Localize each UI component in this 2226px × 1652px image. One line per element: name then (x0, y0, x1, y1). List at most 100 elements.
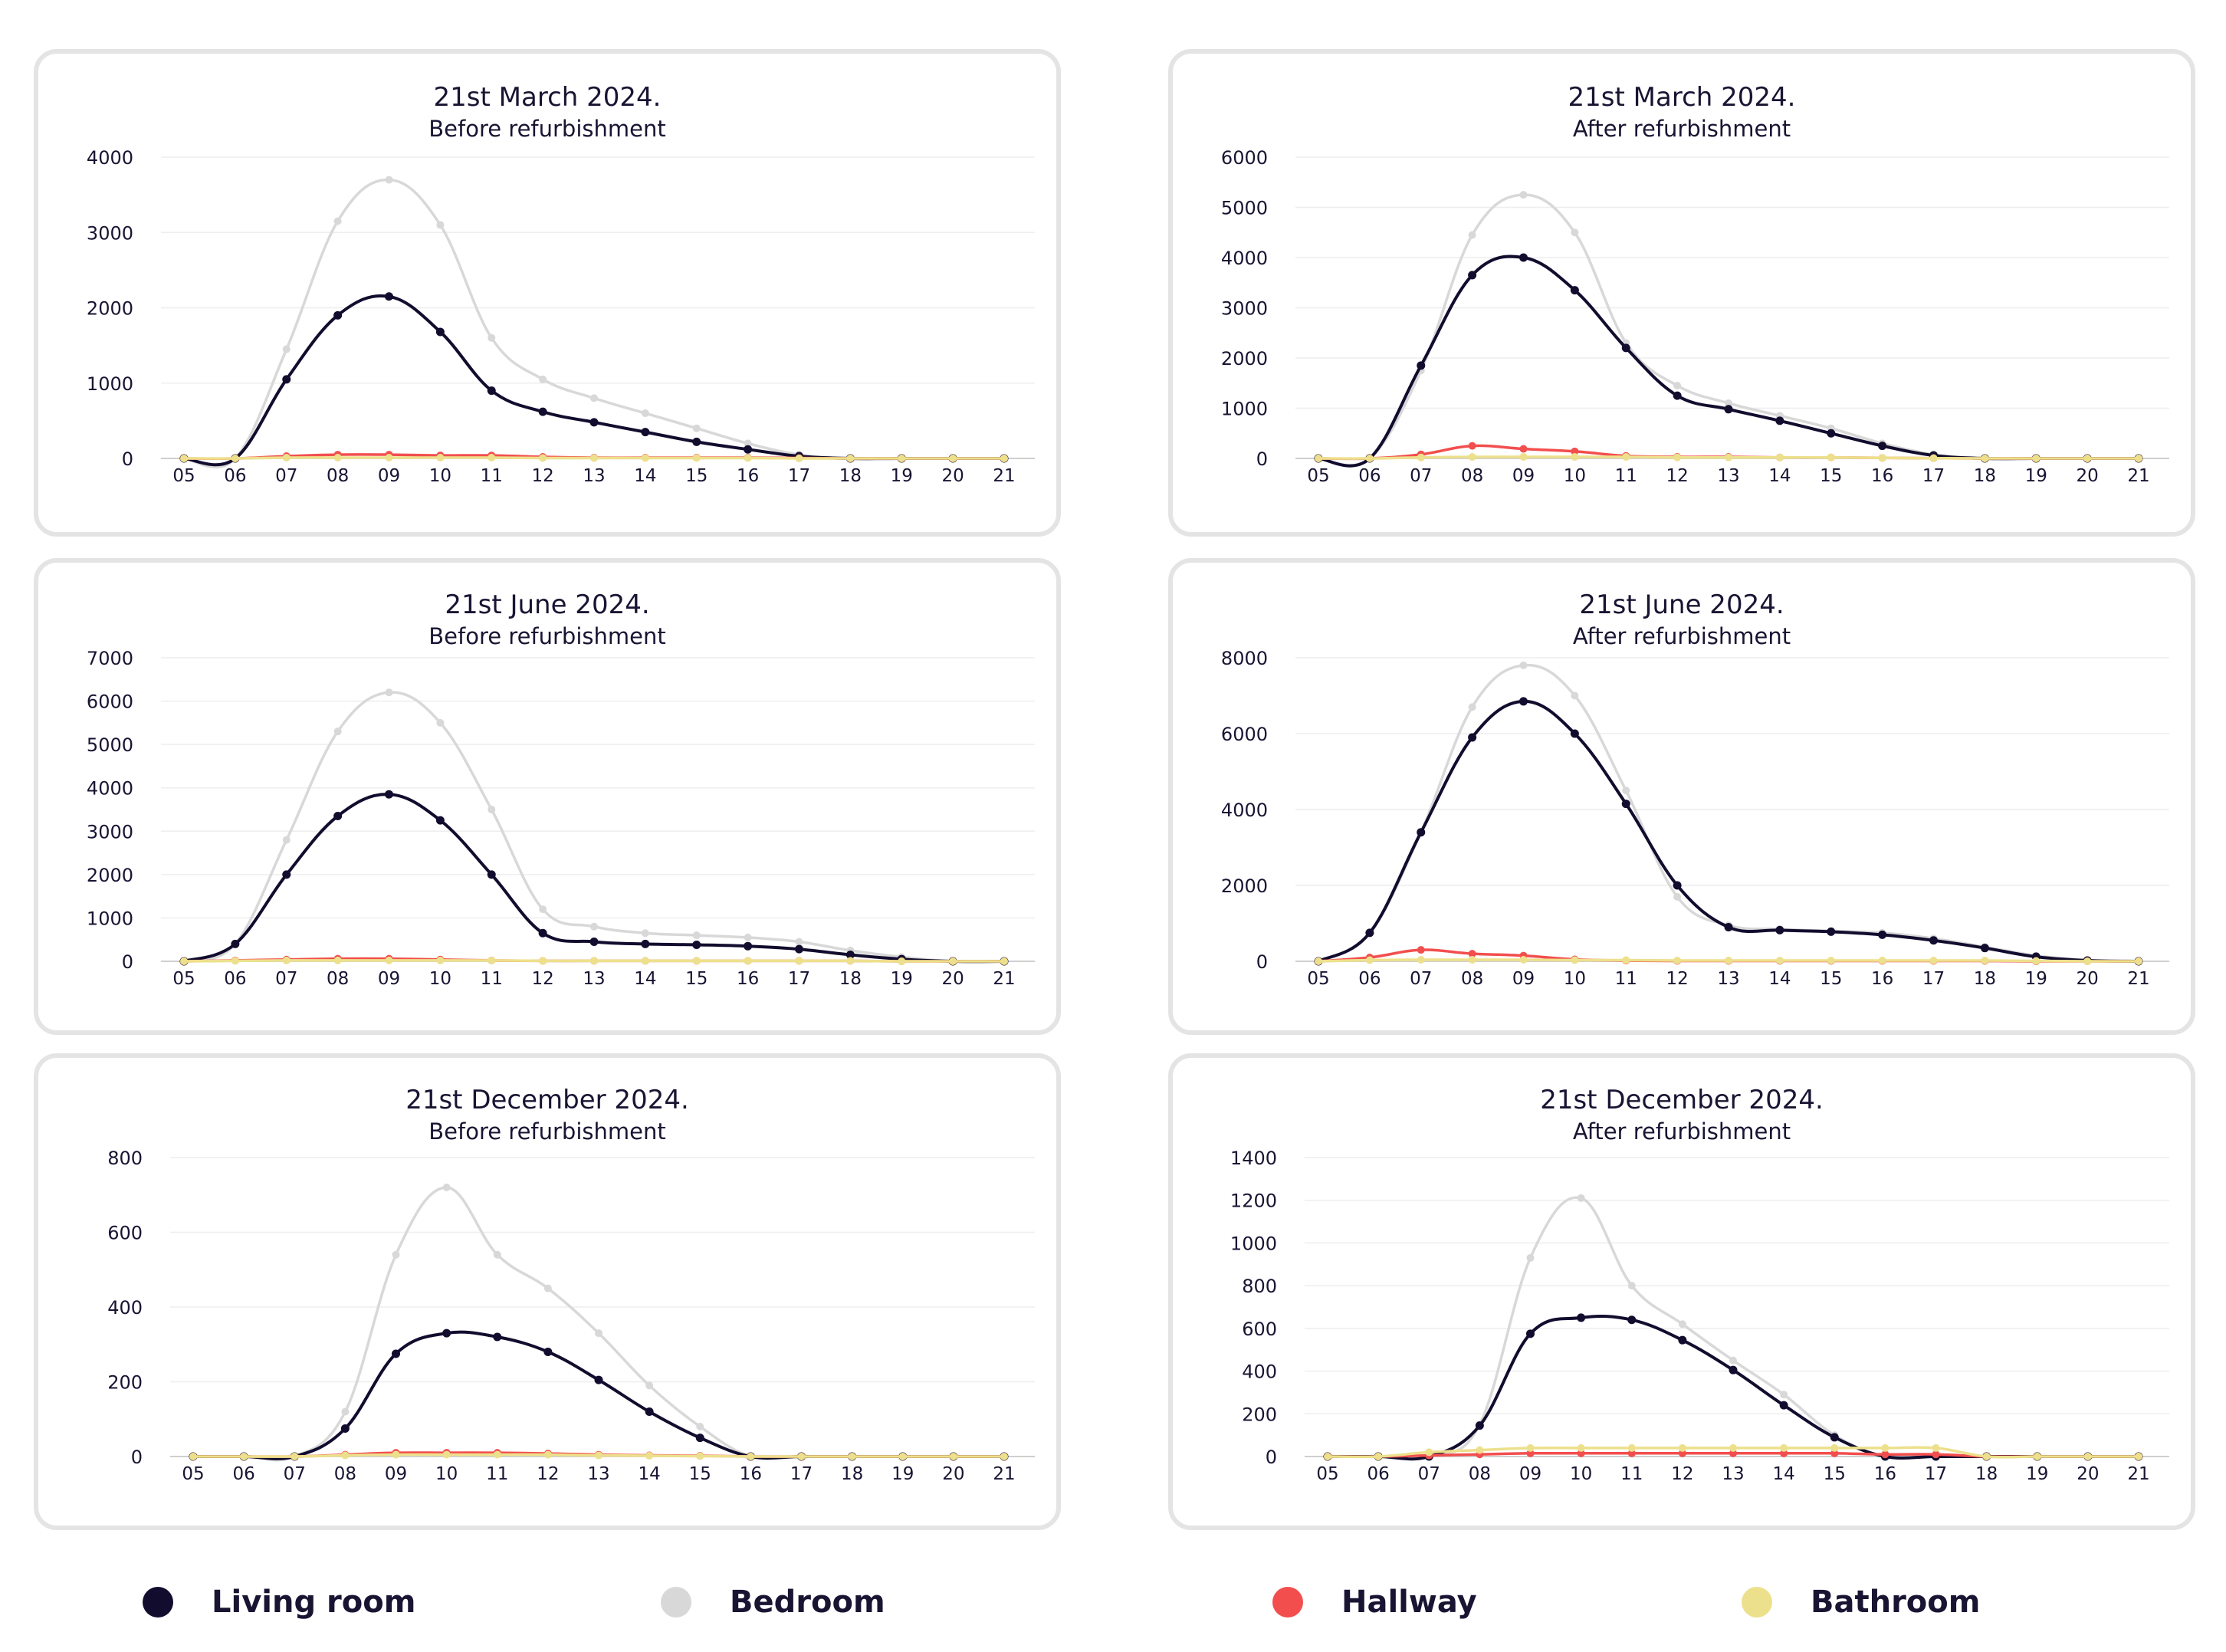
x-tick-label: 15 (1820, 969, 1842, 989)
data-point (333, 956, 342, 964)
data-point (488, 806, 496, 813)
data-point (695, 1434, 704, 1443)
data-point (1365, 455, 1374, 462)
data-point (1526, 1253, 1535, 1262)
data-point (898, 455, 906, 462)
x-tick-label: 10 (435, 1464, 458, 1484)
data-point (1468, 231, 1476, 239)
data-point (1775, 925, 1784, 934)
data-point (1468, 733, 1477, 742)
chart-svg: 21st December 2024. Before refurbishment 0… (107, 1085, 1035, 1484)
data-point (1725, 957, 1732, 965)
x-tick-label: 16 (1871, 466, 1893, 486)
chart-panel-december-after: 21st December 2024. After refurbishment 0 2… (1168, 1053, 2195, 1530)
data-point (845, 951, 855, 960)
x-tick-label: 18 (1974, 969, 1996, 989)
chart-title: 21st December 2024. (405, 1085, 689, 1115)
data-point (898, 957, 906, 965)
y-tick-label: 800 (107, 1148, 143, 1169)
x-tick-label: 15 (689, 1464, 711, 1484)
chart-title: 21st December 2024. (1540, 1085, 1824, 1115)
data-point (1779, 1401, 1788, 1410)
data-point (1571, 228, 1579, 237)
series-line-living-room (1318, 255, 2139, 468)
legend-item-living-room: Living room (143, 1572, 415, 1633)
data-point (1673, 881, 1682, 890)
data-point (1929, 454, 1938, 462)
data-point (1417, 828, 1426, 837)
chart-title: 21st March 2024. (1568, 82, 1796, 113)
data-point (1830, 1449, 1839, 1457)
x-tick-label: 14 (1772, 1464, 1794, 1484)
data-point (1729, 1356, 1737, 1365)
data-point (231, 957, 239, 965)
x-tick-label: 13 (583, 466, 605, 486)
data-point (595, 1451, 602, 1460)
x-tick-label: 11 (481, 969, 503, 989)
y-tick-label: 3000 (87, 821, 133, 842)
data-point (1315, 957, 1322, 965)
x-tick-label: 06 (1358, 969, 1381, 989)
data-point (1627, 1443, 1636, 1452)
data-point (949, 1453, 957, 1460)
x-tick-label: 06 (1367, 1464, 1389, 1484)
legend-label: Living room (212, 1585, 416, 1620)
legend-item-hallway: Hallway (1272, 1572, 1477, 1633)
y-tick-label: 1400 (1230, 1148, 1277, 1169)
data-point (594, 1375, 603, 1384)
data-point (1000, 957, 1008, 965)
data-point (1830, 1433, 1839, 1442)
y-tick-label: 1200 (1230, 1191, 1277, 1212)
data-point (333, 217, 342, 225)
data-point (539, 375, 547, 383)
x-tick-label: 21 (993, 1464, 1015, 1484)
series-line-living-room (193, 1330, 1004, 1460)
data-point (1982, 1453, 1991, 1460)
data-point (744, 957, 752, 965)
data-point (1519, 661, 1528, 669)
data-point (1519, 956, 1528, 964)
data-point (795, 957, 803, 965)
x-tick-label: 13 (1717, 969, 1739, 989)
x-tick-label: 09 (385, 1464, 407, 1484)
y-tick-label: 600 (1242, 1319, 1277, 1340)
y-tick-label: 0 (122, 951, 133, 973)
x-tick-label: 06 (232, 1464, 254, 1484)
x-tick-label: 11 (1615, 969, 1637, 989)
x-tick-label: 10 (429, 969, 451, 989)
data-point (1570, 286, 1579, 295)
x-tick-label: 12 (531, 969, 553, 989)
y-tick-label: 2000 (87, 298, 133, 320)
data-point (1374, 1453, 1383, 1460)
data-point (641, 428, 650, 437)
data-point (744, 933, 752, 941)
data-point (2083, 957, 2092, 965)
x-tick-label: 16 (1874, 1464, 1896, 1484)
x-tick-label: 14 (1768, 969, 1791, 989)
data-point (442, 1328, 451, 1338)
data-point (898, 1453, 907, 1460)
x-tick-label: 13 (1722, 1464, 1744, 1484)
x-tick-label: 20 (2076, 969, 2098, 989)
data-point (1627, 1282, 1636, 1290)
data-point (1324, 1453, 1331, 1460)
legend: Living room Bedroom Hallway Bathroom (0, 1572, 2226, 1633)
data-point (1775, 416, 1784, 425)
data-point (436, 718, 445, 727)
data-point (1981, 957, 1989, 965)
x-tick-label: 18 (841, 1464, 863, 1484)
y-tick-label: 800 (1242, 1276, 1277, 1297)
data-point (1622, 453, 1630, 461)
legend-item-bathroom: Bathroom (1742, 1572, 1980, 1633)
data-point (1526, 1449, 1535, 1457)
x-tick-label: 17 (790, 1464, 813, 1484)
x-tick-label: 18 (839, 466, 862, 486)
x-tick-label: 05 (1307, 969, 1329, 989)
data-point (488, 454, 496, 462)
data-point (692, 437, 701, 446)
data-point (385, 790, 393, 799)
data-point (846, 957, 855, 965)
x-tick-label: 09 (378, 969, 400, 989)
data-point (1729, 1449, 1737, 1457)
data-point (795, 938, 803, 946)
